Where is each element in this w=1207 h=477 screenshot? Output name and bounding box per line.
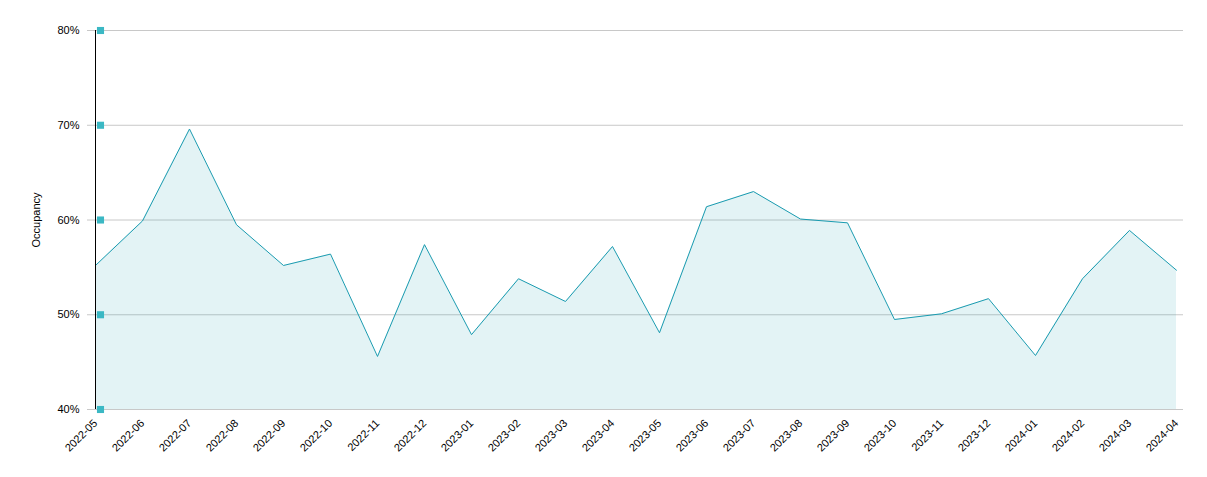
- svg-text:2022-10: 2022-10: [297, 417, 334, 454]
- svg-text:70%: 70%: [57, 119, 79, 131]
- svg-text:2022-11: 2022-11: [345, 417, 381, 453]
- svg-text:2022-07: 2022-07: [156, 417, 193, 454]
- svg-text:2023-04: 2023-04: [579, 417, 616, 454]
- svg-text:2023-08: 2023-08: [767, 417, 804, 454]
- svg-text:2023-01: 2023-01: [438, 417, 475, 454]
- svg-text:2022-05: 2022-05: [62, 417, 99, 454]
- svg-text:2022-06: 2022-06: [109, 417, 146, 454]
- svg-text:2023-05: 2023-05: [626, 417, 663, 454]
- svg-text:2023-07: 2023-07: [720, 417, 757, 454]
- svg-text:2024-03: 2024-03: [1096, 417, 1133, 454]
- svg-text:2023-11: 2023-11: [909, 417, 945, 453]
- svg-text:50%: 50%: [57, 308, 79, 320]
- svg-text:2023-10: 2023-10: [861, 417, 898, 454]
- svg-text:2023-06: 2023-06: [673, 417, 710, 454]
- svg-text:2023-12: 2023-12: [955, 417, 992, 454]
- svg-text:2022-09: 2022-09: [250, 417, 287, 454]
- svg-text:2023-09: 2023-09: [814, 417, 851, 454]
- svg-text:Occupancy: Occupancy: [30, 192, 42, 248]
- svg-text:40%: 40%: [57, 403, 79, 415]
- svg-text:2024-04: 2024-04: [1143, 417, 1180, 454]
- svg-text:2024-02: 2024-02: [1049, 417, 1086, 454]
- svg-text:2022-08: 2022-08: [203, 417, 240, 454]
- svg-text:60%: 60%: [57, 214, 79, 226]
- svg-text:80%: 80%: [57, 24, 79, 36]
- svg-text:2023-03: 2023-03: [532, 417, 569, 454]
- svg-text:2024-01: 2024-01: [1002, 417, 1039, 454]
- svg-text:2023-02: 2023-02: [485, 417, 522, 454]
- svg-text:2022-12: 2022-12: [391, 417, 428, 454]
